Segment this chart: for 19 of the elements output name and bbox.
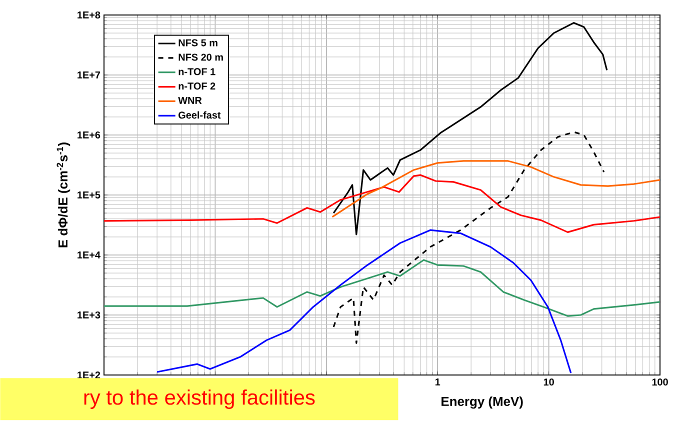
legend-label: NFS 20 m bbox=[178, 54, 223, 61]
legend-label: WNR bbox=[178, 96, 202, 104]
y-tick-label: 1E+7 bbox=[78, 72, 100, 78]
y-tick-label: 1E+3 bbox=[78, 311, 100, 319]
y-tick-label: 1E+2 bbox=[78, 372, 100, 378]
legend-label: n-TOF 1 bbox=[178, 68, 216, 76]
x-tick-label: 100 bbox=[652, 378, 668, 386]
legend-label: n-TOF 2 bbox=[178, 82, 216, 90]
legend-label: Geel-fast bbox=[178, 111, 221, 119]
x-tick-label: 10 bbox=[544, 378, 554, 386]
y-axis-title: E dΦ/dE (cm$^{-2}$s$^{-1}$) bbox=[56, 142, 70, 248]
y-tick-label: 1E+8 bbox=[78, 11, 100, 19]
y-tick-label: 1E+6 bbox=[78, 131, 100, 139]
x-tick-label: 1 bbox=[435, 378, 440, 386]
y-tick-label: 1E+5 bbox=[78, 192, 100, 198]
y-tick-label: 1E+4 bbox=[78, 252, 100, 258]
legend-label: NFS 5 m bbox=[178, 39, 218, 46]
x-axis-title: Energy (MeV) bbox=[442, 396, 523, 409]
text: ry to the existing facilities bbox=[84, 389, 315, 409]
